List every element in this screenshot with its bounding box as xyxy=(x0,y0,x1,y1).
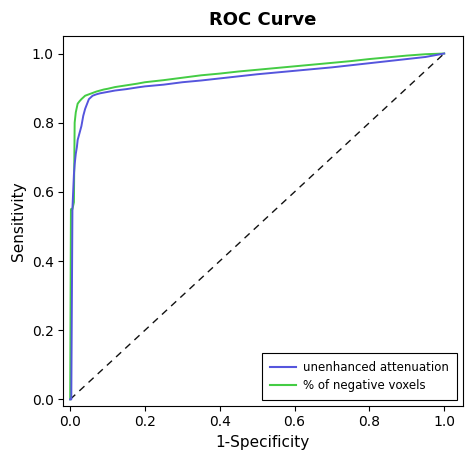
Y-axis label: Sensitivity: Sensitivity xyxy=(11,182,26,261)
Title: ROC Curve: ROC Curve xyxy=(209,11,317,29)
Legend: unenhanced attenuation, % of negative voxels: unenhanced attenuation, % of negative vo… xyxy=(262,353,457,401)
X-axis label: 1-Specificity: 1-Specificity xyxy=(216,435,310,450)
